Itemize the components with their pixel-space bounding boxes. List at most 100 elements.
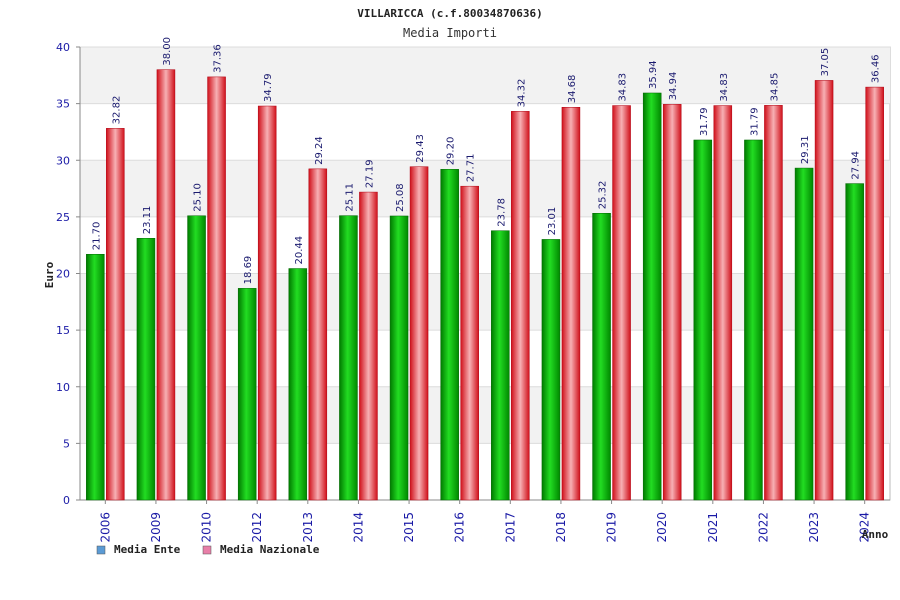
data-label: 20.44 [294,236,305,265]
data-label: 23.01 [547,207,558,236]
x-tick-label: 2023 [807,512,821,543]
x-tick-label: 2010 [200,512,214,543]
data-label: 34.85 [769,73,780,102]
data-label: 23.78 [496,198,507,227]
data-label: 37.05 [820,48,831,77]
data-label: 23.11 [142,206,153,235]
data-label: 31.79 [749,107,760,136]
legend-swatch-media-ente [96,545,106,555]
x-tick-label: 2020 [655,512,669,543]
bar-media-nazionale-2015 [409,166,429,501]
y-tick-label: 30 [56,154,70,167]
data-label: 27.71 [466,154,477,183]
data-label: 34.79 [263,73,274,102]
data-label: 29.20 [446,137,457,166]
bar-media-nazionale-2013 [308,168,328,501]
x-tick-label: 2015 [402,512,416,543]
data-label: 29.31 [800,135,811,164]
legend: Media Ente Media Nazionale [96,543,320,556]
x-axis: 2006 2009 2010 2012 2013 2014 2015 2016 2017 2018… [80,499,890,543]
bar-media-ente-2020 [642,92,662,501]
x-tick-label: 2016 [453,512,467,543]
bar-media-ente-2021 [693,139,713,501]
data-label: 35.94 [648,60,659,89]
data-label: 27.94 [851,151,862,180]
x-tick-label: 2006 [98,512,112,543]
data-label: 34.83 [719,73,730,102]
data-label: 27.19 [364,159,375,188]
x-tick-label: 2017 [503,512,517,543]
x-tick-label: 2018 [554,512,568,543]
bar-media-ente-2006 [86,253,105,501]
bar-media-nazionale-2021 [713,105,733,501]
data-label: 25.08 [395,183,406,212]
bar-media-ente-2017 [491,230,510,501]
bar-media-nazionale-2022 [764,105,783,501]
bar-media-nazionale-2024 [865,86,884,501]
bar-media-ente-2009 [136,238,156,501]
bar-media-ente-2024 [845,183,864,501]
bar-media-nazionale-2012 [257,105,277,501]
data-label: 25.32 [598,181,609,210]
data-label: 34.94 [668,72,679,101]
bar-media-nazionale-2009 [156,69,176,501]
y-tick-label: 40 [56,41,70,54]
bar-media-nazionale-2020 [662,104,682,501]
x-axis-label: Anno [862,528,889,541]
legend-swatch-media-nazionale [202,545,212,555]
bar-media-ente-2019 [592,213,611,501]
bar-media-ente-2010 [187,215,206,501]
y-axis-label: Euro [43,261,56,288]
bar-media-ente-2016 [440,169,459,501]
data-label: 25.11 [344,183,355,212]
y-axis: 0 5 10 15 20 25 30 35 40 [56,41,81,507]
bar-media-ente-2018 [541,239,561,501]
bar-media-nazionale-2017 [511,111,530,501]
chart-title: VILLARICCA (c.f.80034870636) [357,7,542,20]
y-tick-label: 5 [63,437,70,450]
legend-label-media-ente: Media Ente [114,543,181,556]
bar-media-nazionale-2018 [561,106,581,501]
bar-media-nazionale-2016 [460,185,479,501]
data-label: 21.70 [91,222,102,251]
bar-media-nazionale-2014 [359,191,378,501]
x-tick-label: 2014 [351,512,365,543]
bar-media-nazionale-2019 [612,105,631,501]
bar-media-nazionale-2006 [106,128,125,501]
chart-subtitle: Media Importi [403,26,497,40]
y-tick-label: 10 [56,381,70,394]
y-tick-label: 25 [56,211,70,224]
bar-media-ente-2015 [389,215,409,501]
x-tick-label: 2019 [605,512,619,543]
data-label: 37.36 [213,44,224,73]
x-tick-label: 2012 [250,512,264,543]
data-label: 18.69 [243,256,254,285]
data-label: 25.10 [193,183,204,212]
data-label: 34.32 [516,79,527,108]
y-tick-label: 0 [63,494,70,507]
legend-label-media-nazionale: Media Nazionale [220,543,320,556]
bar-media-nazionale-2010 [207,76,226,501]
bar-media-ente-2023 [794,167,814,501]
data-label: 29.24 [314,136,325,165]
data-label: 34.83 [618,73,629,102]
data-label: 31.79 [699,107,710,136]
x-tick-label: 2021 [706,512,720,543]
y-tick-label: 35 [56,98,70,111]
data-label: 36.46 [871,54,882,83]
bars [86,69,884,501]
x-tick-label: 2013 [301,512,315,543]
x-tick-label: 2022 [756,512,770,543]
bar-media-nazionale-2023 [814,80,834,501]
x-tick-label: 2024 [858,512,872,543]
bar-media-ente-2022 [744,139,763,501]
bar-media-ente-2012 [237,288,257,501]
y-tick-label: 15 [56,324,70,337]
data-label: 38.00 [162,37,173,66]
bar-media-ente-2013 [288,268,308,501]
data-label: 29.43 [415,134,426,163]
data-label: 32.82 [111,96,122,125]
bar-media-ente-2014 [339,215,358,501]
data-labels: 21.70 23.11 25.10 18.69 20.44 25.11 25.08 29.20… [91,37,881,284]
